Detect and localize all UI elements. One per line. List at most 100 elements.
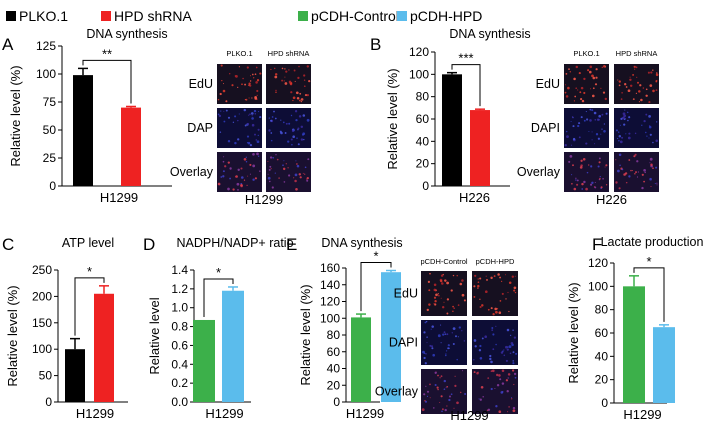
y-tick-label: 0.0 xyxy=(171,395,188,409)
cell-dot xyxy=(423,393,426,396)
cell-dot xyxy=(245,160,248,163)
cell-dot xyxy=(512,362,515,365)
cell-dot xyxy=(430,345,434,348)
significance-marker: * xyxy=(87,264,92,279)
cell-dot xyxy=(598,157,601,160)
cell-dot xyxy=(267,173,269,175)
cell-dot xyxy=(259,170,261,172)
cell-dot xyxy=(256,89,259,93)
cell-dot xyxy=(219,131,222,133)
cell-dot xyxy=(634,132,637,135)
cell-dot xyxy=(447,347,450,350)
cell-dot xyxy=(568,68,570,70)
cell-dot xyxy=(227,161,230,164)
cell-dot xyxy=(446,405,448,407)
cell-dot xyxy=(649,157,653,161)
cell-dot xyxy=(505,379,509,382)
cell-dot xyxy=(457,304,460,306)
micrograph-column-label: pCDH-HPD xyxy=(476,257,515,266)
cell-dot xyxy=(515,352,518,355)
cell-dot xyxy=(571,116,574,118)
cell-dot xyxy=(580,98,583,101)
cell-dot xyxy=(641,186,644,190)
cell-dot xyxy=(426,395,429,398)
significance-marker: ** xyxy=(102,46,112,61)
cell-dot xyxy=(598,161,601,164)
y-tick-label: 50 xyxy=(39,369,53,383)
cell-dot xyxy=(625,133,627,135)
cell-dot xyxy=(300,100,303,103)
cell-dot xyxy=(512,329,514,332)
cell-dot xyxy=(480,385,484,389)
cell-dot xyxy=(489,354,492,358)
cell-dot xyxy=(599,176,601,178)
cell-dot xyxy=(251,123,255,127)
cell-dot xyxy=(479,305,482,309)
cell-dot xyxy=(267,176,271,180)
legend-swatch-4 xyxy=(397,11,407,21)
cell-dot xyxy=(438,294,440,297)
cell-dot xyxy=(578,72,581,75)
cell-dot xyxy=(508,345,512,349)
cell-dot xyxy=(270,168,272,170)
cell-dot xyxy=(249,75,252,77)
cell-dot xyxy=(295,160,297,162)
y-axis-label: Relative level (%) xyxy=(5,285,20,386)
cell-dot xyxy=(597,137,601,140)
cell-dot xyxy=(298,173,302,176)
cell-dot xyxy=(583,91,586,95)
cell-dot xyxy=(308,79,311,83)
cell-dot xyxy=(283,181,286,183)
cell-dot xyxy=(604,97,607,101)
significance-marker: * xyxy=(373,249,378,264)
y-axis-label: Relative level (%) xyxy=(8,65,23,166)
cell-dot xyxy=(218,114,222,118)
cell-dot xyxy=(434,383,437,387)
cell-dot xyxy=(433,283,437,287)
significance-bracket xyxy=(360,262,392,312)
cell-dot xyxy=(603,130,606,133)
cell-dot xyxy=(452,310,454,313)
cell-dot xyxy=(495,325,497,327)
cell-dot xyxy=(605,164,608,167)
cell-dot xyxy=(464,393,467,395)
cell-dot xyxy=(646,95,648,97)
cell-dot xyxy=(496,383,500,387)
cell-dot xyxy=(569,155,573,158)
cell-dot xyxy=(427,280,431,284)
legend-label-2: HPD shRNA xyxy=(114,8,192,24)
cell-dot xyxy=(511,369,515,372)
cell-dot xyxy=(222,175,225,178)
cell-dot xyxy=(244,124,247,127)
cell-dot xyxy=(617,131,620,133)
cell-dot xyxy=(634,153,637,156)
cell-dot xyxy=(618,187,621,190)
cell-dot xyxy=(594,181,596,183)
cell-dot xyxy=(282,121,285,124)
cell-dot xyxy=(463,299,466,302)
bar-hpd-shrna xyxy=(94,293,114,402)
cell-dot xyxy=(271,116,274,118)
cell-dot xyxy=(618,84,621,87)
y-tick-label: 75 xyxy=(43,95,57,109)
y-tick-label: 125 xyxy=(36,39,56,53)
cell-dot xyxy=(649,162,651,164)
cell-dot xyxy=(304,94,308,97)
cell-dot xyxy=(237,86,239,89)
cell-dot xyxy=(648,125,652,129)
chart-panel-f: Lactate production Relative level (%) 0 20 4… xyxy=(566,235,703,422)
cell-dot xyxy=(273,67,276,70)
panel-letter-e: E xyxy=(286,235,297,254)
micrograph-image xyxy=(421,271,467,316)
cell-dot xyxy=(246,66,249,69)
cell-dot xyxy=(433,303,435,305)
cell-dot xyxy=(288,174,291,177)
cell-dot xyxy=(477,281,480,284)
cell-dot xyxy=(252,152,255,156)
cell-dot xyxy=(446,312,449,315)
cell-dot xyxy=(602,177,604,180)
micrograph-image xyxy=(472,369,518,414)
cell-dot xyxy=(615,181,618,184)
cell-dot xyxy=(595,133,599,136)
